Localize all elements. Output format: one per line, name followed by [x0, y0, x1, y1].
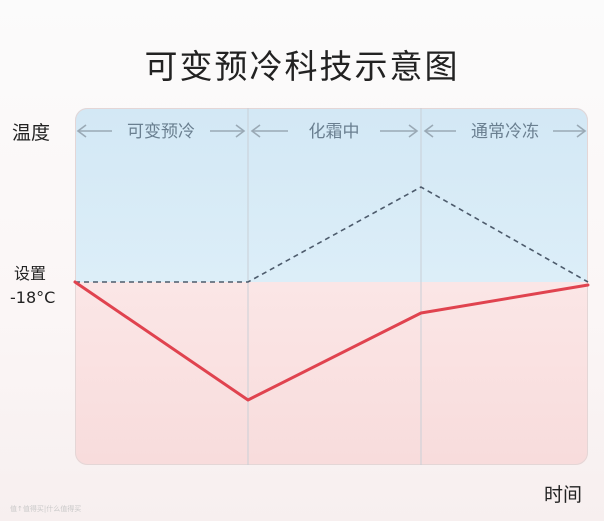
phase-label-normal-freeze: 通常冷冻 [471, 122, 539, 142]
conventional-temperature-line [75, 186, 589, 283]
setpoint-label-line2: -18°C [10, 288, 56, 307]
cold-zone [75, 108, 588, 282]
y-axis-label: 温度 [12, 122, 51, 144]
setpoint-label: 设置 -18°C [10, 262, 55, 310]
variable-precool-temperature-line [73, 280, 590, 402]
phase-arrows [76, 124, 587, 138]
warm-zone [75, 282, 588, 465]
x-axis-label: 时间 [544, 484, 583, 506]
phase-label-defrost: 化霜中 [309, 122, 360, 142]
diagram-title: 可变预冷科技示意图 [144, 47, 460, 86]
watermark: 值↑值得买|什么值得买 [10, 505, 82, 513]
phase-label-precool: 可变预冷 [127, 122, 195, 142]
setpoint-label-line1: 设置 [14, 264, 47, 283]
